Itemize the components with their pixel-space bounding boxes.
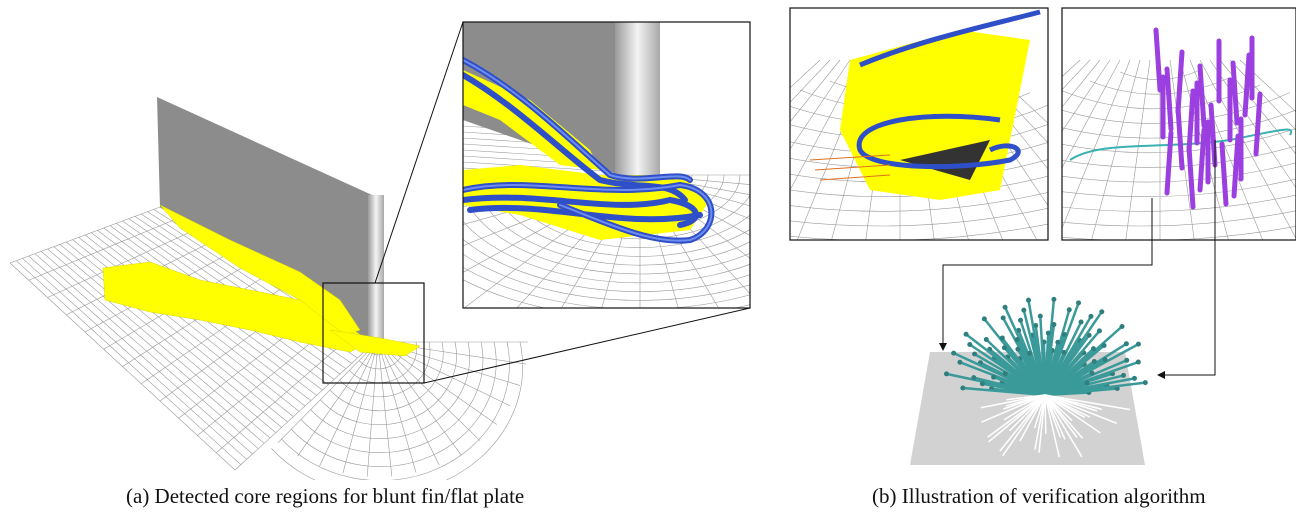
caption: (b) Illustration of verification algorit…: [872, 484, 1206, 509]
caption: (a) Detected core regions for blunt fin/…: [126, 484, 524, 509]
page: {"figure": {"subfigures": [ {"caption": …: [0, 0, 1296, 520]
fin-edge: [368, 195, 384, 342]
connector: [375, 22, 463, 283]
connector: [424, 308, 750, 383]
figure: [0, 0, 1296, 480]
panel-2: [760, 30, 1296, 320]
